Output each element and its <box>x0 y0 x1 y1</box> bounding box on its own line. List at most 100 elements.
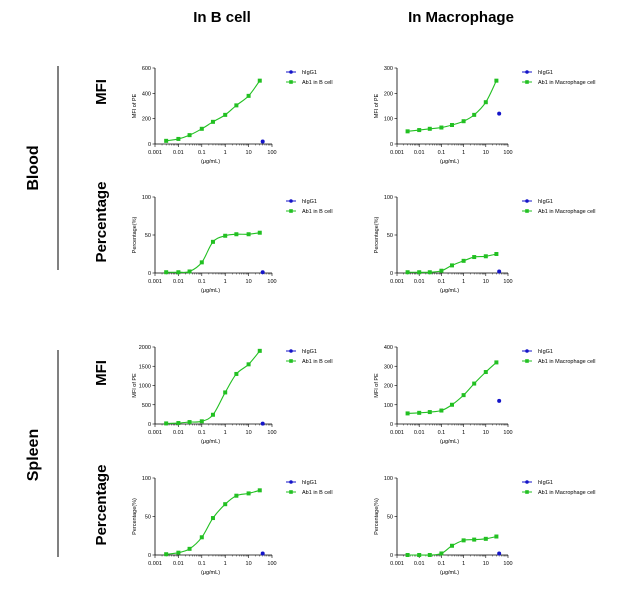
x-tick-label: 1 <box>462 561 465 567</box>
x-tick-label: 0.001 <box>390 561 404 567</box>
y-tick-label: 200 <box>384 384 393 390</box>
fit-curve-1 <box>166 489 260 555</box>
x-axis-label: (μg/mL) <box>440 159 459 165</box>
data-point-higg1 <box>497 269 502 274</box>
x-tick-label: 100 <box>267 279 276 285</box>
data-point-higg1 <box>497 111 502 116</box>
y-tick-label: 300 <box>384 364 393 370</box>
x-axis-label: (μg/mL) <box>201 288 220 294</box>
x-tick-label: 1 <box>224 279 227 285</box>
x-tick-label: 100 <box>503 150 512 156</box>
data-point-ab1 <box>472 112 477 117</box>
x-tick-label: 10 <box>483 561 489 567</box>
fit-curve-1 <box>166 350 261 424</box>
y-axis-label: MFI of PE <box>374 93 380 118</box>
x-tick-label: 100 <box>267 150 276 156</box>
data-point-ab1 <box>234 103 239 108</box>
legend-label: Ab1 in B cell <box>302 359 333 365</box>
data-point-ab1 <box>494 78 499 83</box>
data-point-ab1 <box>427 270 432 275</box>
data-point-ab1 <box>405 129 410 134</box>
data-point-higg1 <box>497 398 502 403</box>
x-axis-label: (μg/mL) <box>440 570 459 576</box>
x-tick-label: 0.01 <box>414 430 425 436</box>
fit-curve-1 <box>407 253 497 273</box>
data-point-ab1 <box>187 420 192 425</box>
data-point-ab1 <box>210 516 215 521</box>
row-type-title-blood-mfi: MFI <box>93 79 110 105</box>
legend-label: Ab1 in Macrophage cell <box>538 490 595 496</box>
data-point-ab1 <box>210 119 215 124</box>
x-tick-label: 10 <box>246 279 252 285</box>
data-point-ab1 <box>246 362 251 367</box>
x-tick-label: 1 <box>462 430 465 436</box>
data-point-ab1 <box>494 252 499 256</box>
legend-marker-higg1 <box>289 199 293 203</box>
x-tick-label: 0.1 <box>198 561 206 567</box>
x-tick-label: 10 <box>483 150 489 156</box>
data-point-higg1 <box>260 270 265 275</box>
data-point-ab1 <box>199 419 204 424</box>
data-point-ab1 <box>210 412 215 417</box>
y-tick-label: 100 <box>384 195 393 201</box>
x-axis-label: (μg/mL) <box>201 159 220 165</box>
x-tick-label: 10 <box>246 150 252 156</box>
legend-label: Ab1 in Macrophage cell <box>538 80 595 86</box>
legend-marker-ab1 <box>525 80 529 84</box>
legend-marker-ab1 <box>525 359 529 363</box>
legend-marker-higg1 <box>525 480 529 484</box>
legend-marker-higg1 <box>525 349 529 353</box>
y-tick-label: 50 <box>387 515 393 521</box>
chart-panel-spleen-percentage-bcell: 0 50 100 0.001 0.01 0.1 1 10 100 (μg/mL) Percentag… <box>132 476 333 576</box>
x-tick-label: 10 <box>483 430 489 436</box>
data-point-ab1 <box>494 534 499 539</box>
data-point-ab1 <box>461 258 466 263</box>
y-axis-label: MFI of PE <box>132 373 138 398</box>
x-tick-label: 1 <box>224 150 227 156</box>
data-point-ab1 <box>187 269 192 274</box>
legend-label: Ab1 in B cell <box>302 209 333 215</box>
y-tick-label: 50 <box>145 233 151 239</box>
x-tick-label: 0.001 <box>390 430 404 436</box>
data-point-ab1 <box>199 126 204 131</box>
legend-label: hIgG1 <box>538 480 553 486</box>
y-tick-label: 50 <box>387 233 393 239</box>
data-point-ab1 <box>472 537 477 542</box>
data-point-ab1 <box>417 270 422 275</box>
x-tick-label: 10 <box>246 430 252 436</box>
data-point-ab1 <box>472 255 477 260</box>
row-type-title-spleen-mfi: MFI <box>93 360 110 386</box>
data-point-ab1 <box>234 371 239 376</box>
data-point-higg1 <box>260 139 265 144</box>
y-tick-label: 100 <box>142 476 151 482</box>
legend-label: Ab1 in Macrophage cell <box>538 359 595 365</box>
x-tick-label: 10 <box>483 279 489 285</box>
legend-marker-higg1 <box>525 199 529 203</box>
data-point-ab1 <box>417 553 422 557</box>
legend-label: hIgG1 <box>538 349 553 355</box>
y-tick-label: 50 <box>145 515 151 521</box>
x-tick-label: 0.001 <box>148 150 162 156</box>
data-point-higg1 <box>260 421 265 426</box>
x-tick-label: 100 <box>267 430 276 436</box>
y-tick-label: 400 <box>384 345 393 351</box>
x-tick-label: 0.1 <box>438 150 446 156</box>
legend-label: hIgG1 <box>302 480 317 486</box>
data-point-ab1 <box>439 408 444 413</box>
row-type-title-blood-percentage: Percentage <box>93 182 110 263</box>
data-point-ab1 <box>417 410 422 415</box>
y-tick-label: 100 <box>384 403 393 409</box>
data-point-ab1 <box>257 488 262 493</box>
chart-panel-blood-percentage-macrophage: 0 50 100 0.001 0.01 0.1 1 10 100 (μg/mL) Percentag… <box>374 195 595 294</box>
data-point-ab1 <box>164 552 169 557</box>
chart-panel-blood-mfi-macrophage: 0 100 200 300 0.001 0.01 0.1 1 10 100 (μg/mL) MFI o… <box>374 66 595 165</box>
x-tick-label: 1 <box>224 430 227 436</box>
chart-panel-spleen-mfi-bcell: 0 500 1000 1500 2000 0.001 0.01 0.1 1 10 100 (μg/mL… <box>132 345 333 445</box>
data-point-ab1 <box>210 239 215 244</box>
x-tick-label: 100 <box>503 430 512 436</box>
legend-marker-higg1 <box>525 70 529 74</box>
data-point-ab1 <box>449 402 454 407</box>
y-tick-label: 0 <box>390 553 393 559</box>
data-point-ab1 <box>405 270 410 275</box>
